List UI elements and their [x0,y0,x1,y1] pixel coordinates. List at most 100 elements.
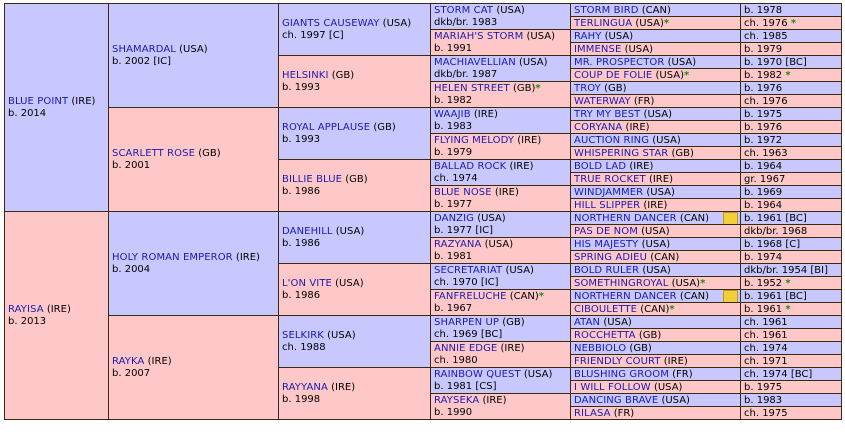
horse-info: b. 1975 [744,382,783,393]
horse-name-link[interactable]: PAS DE NOM [574,226,638,237]
horse-name-link[interactable]: RAYKA [112,356,145,367]
horse-name-link[interactable]: MARIAH'S STORM [434,31,524,42]
horse-name-link[interactable]: TRUE ROCKET [574,174,646,185]
horse-name-link[interactable]: BALLAD ROCK [434,161,507,172]
horse-cell-gen4: RAINBOW QUEST (USA) b. 1981 [CS] [430,367,571,394]
horse-info: ch. 1980 [434,355,478,366]
horse-name-link[interactable]: RILASA [574,408,611,419]
horse-name-link[interactable]: RAYISA [8,304,44,315]
horse-info: b. 1969 [744,187,783,198]
horse-country: (USA) [643,109,673,120]
horse-name-link[interactable]: BILLIE BLUE [282,174,343,185]
horse-line: RAZYANA (USA) [434,239,567,251]
horse-line: TRUE ROCKET (IRE) [574,174,737,185]
horse-info-line: ch. 1969 [BC] [434,329,567,341]
horse-name-link[interactable]: NORTHERN DANCER [574,291,677,302]
horse-country: (USA) [496,5,525,16]
horse-info: ch. 1970 [IC] [434,277,499,288]
horse-name-link[interactable]: DANZIG [434,213,474,224]
horse-name-link[interactable]: HIS MAJESTY [574,239,639,250]
horse-name-link[interactable]: DANEHILL [282,226,333,237]
horse-cell-gen1: BLUE POINT (IRE) b. 2014 [4,3,109,212]
horse-info: b. 2013 [8,316,47,327]
horse-info-cell: ch. 1976 [740,94,842,108]
horse-name-link[interactable]: IMMENSE [574,44,622,55]
horse-info-line: b. 1981 [CS] [434,381,567,393]
horse-name-link[interactable]: HILL SLIPPER [574,200,641,211]
horse-name-link[interactable]: BOLD RULER [574,265,640,276]
horse-info: b. 1991 [434,43,473,54]
horse-name-link[interactable]: WATERWAY [574,96,631,107]
horse-name-link[interactable]: ROCCHETTA [574,330,636,341]
horse-cell-gen4: ANNIE EDGE (IRE) ch. 1980 [430,341,571,368]
horse-country: (USA) [624,44,654,55]
horse-name-link[interactable]: BLUE POINT [8,96,69,107]
horse-name-link[interactable]: L'ON VITE [282,278,332,289]
horse-name-link[interactable]: TRY MY BEST [574,109,641,120]
horse-name-link[interactable]: I WILL FOLLOW [574,382,651,393]
horse-info: b. 1990 [434,407,473,418]
horse-name-link[interactable]: RAHY [574,31,602,42]
horse-name-link[interactable]: BOLD LAD [574,161,627,172]
horse-country: (CAN) [650,252,680,263]
horse-country: (FR) [633,96,655,107]
horse-name-link[interactable]: FRIENDLY COURT [574,356,661,367]
horse-info-line: b. 1991 [434,43,567,55]
horse-country: (IRE) [517,135,542,146]
horse-name-link[interactable]: SPRING ADIEU [574,252,648,263]
horse-info: dkb/br. 1987 [434,69,498,80]
horse-name-link[interactable]: SELKIRK [282,330,324,341]
horse-name-link[interactable]: BLUSHING GROOM [574,369,669,380]
horse-name-link[interactable]: WHISPERING STAR [574,148,669,159]
horse-name-link[interactable]: WAAJIB [434,109,471,120]
horse-name-link[interactable]: TROY [574,83,601,94]
horse-name-link[interactable]: TERLINGUA [574,18,633,29]
horse-name-link[interactable]: DANCING BRAVE [574,395,659,406]
horse-name-link[interactable]: SOMETHINGROYAL [574,278,669,289]
horse-cell-gen5: BOLD RULER (USA) [570,263,741,277]
horse-info-line: b. 1981 [434,251,567,263]
horse-line: ROYAL APPLAUSE (GB) [282,122,427,134]
horse-name-link[interactable]: SHARPEN UP [434,317,500,328]
horse-name-link[interactable]: FANFRELUCHE [434,291,507,302]
horse-name-link[interactable]: STORM CAT [434,5,494,16]
horse-name-link[interactable]: RAYYANA [282,382,328,393]
horse-name-link[interactable]: RAZYANA [434,239,482,250]
horse-name-link[interactable]: CORYANA [574,122,623,133]
horse-name-link[interactable]: NEBBIOLO [574,343,627,354]
horse-name-link[interactable]: STORM BIRD [574,5,639,16]
horse-info-line: b. 1979 [434,147,567,159]
horse-country: (GB) [629,343,652,354]
horse-name-link[interactable]: GIANTS CAUSEWAY [282,18,380,29]
horse-info: b. 1975 [744,109,783,120]
horse-name-link[interactable]: RAINBOW QUEST [434,369,521,380]
horse-name-link[interactable]: WINDJAMMER [574,187,644,198]
horse-name-link[interactable]: CIBOULETTE [574,304,638,315]
horse-info-cell: ch. 1971 [740,354,842,368]
horse-name-link[interactable]: MACHIAVELLIAN [434,57,516,68]
horse-line: IMMENSE (USA) [574,44,737,55]
horse-name-link[interactable]: HELSINKI [282,70,329,81]
horse-name-link[interactable]: SCARLETT ROSE [112,148,196,159]
horse-line: FRIENDLY COURT (IRE) [574,356,737,367]
horse-name-link[interactable]: ROYAL APPLAUSE [282,122,371,133]
horse-name-link[interactable]: SECRETARIAT [434,265,503,276]
horse-cell-gen3: GIANTS CAUSEWAY (USA) ch. 1997 [C] [278,3,431,56]
horse-country: (USA) [653,382,683,393]
horse-cell-gen5: FRIENDLY COURT (IRE) [570,354,741,368]
horse-name-link[interactable]: HELEN STREET [434,83,510,94]
horse-name-link[interactable]: ATAN [574,317,601,328]
horse-name-link[interactable]: BLUE NOSE [434,187,492,198]
horse-name-link[interactable]: MR. PROSPECTOR [574,57,665,68]
horse-name-link[interactable]: ANNIE EDGE [434,343,498,354]
horse-info-line: b. 1993 [282,82,427,94]
horse-cell-gen5: SPRING ADIEU (CAN) [570,250,741,264]
horse-name-link[interactable]: HOLY ROMAN EMPEROR [112,252,233,263]
horse-name-link[interactable]: SHAMARDAL [112,44,176,55]
horse-name-link[interactable]: RAYSEKA [434,395,480,406]
horse-name-link[interactable]: COUP DE FOLIE [574,70,653,81]
horse-name-link[interactable]: AUCTION RING [574,135,650,146]
horse-name-link[interactable]: FLYING MELODY [434,135,515,146]
horse-name-link[interactable]: NORTHERN DANCER [574,213,677,224]
